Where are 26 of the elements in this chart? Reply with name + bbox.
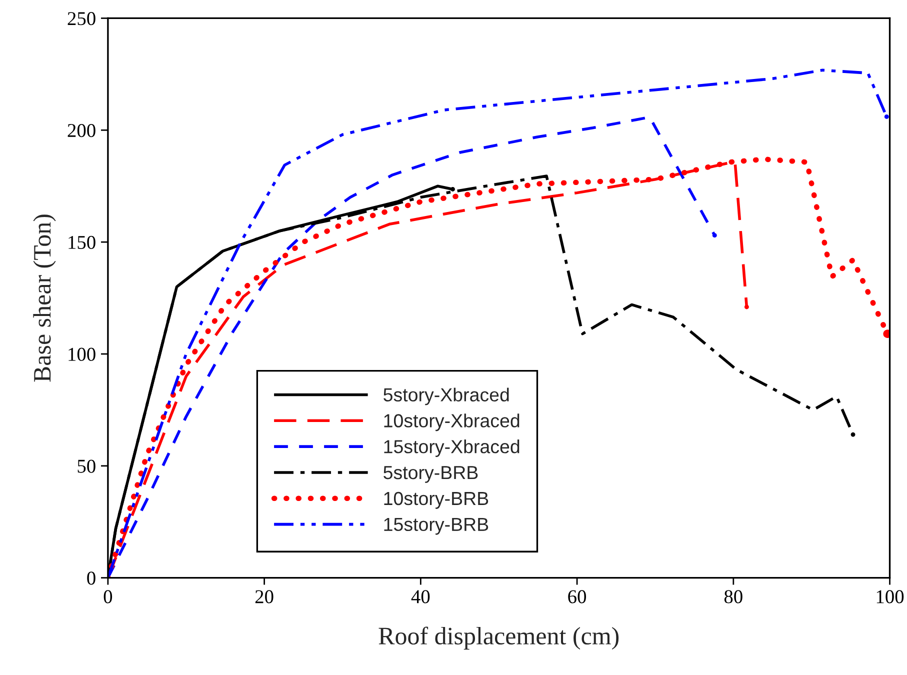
x-tick-label: 60 [568,590,586,604]
legend-label: 15story-BRB [384,518,488,535]
x-tick-label: 100 [876,590,904,604]
point [884,114,889,119]
y-tick-label: 150 [68,236,96,249]
y-tick-label: 100 [68,348,96,361]
point [850,432,856,437]
y-tick-label: 0 [87,572,96,585]
legend-label: 5story-Xbraced [384,388,509,406]
y-axis-title: Base shear (Ton) [33,214,56,382]
point [744,304,749,310]
legend-label: 5story-BRB [384,466,478,483]
x-tick-label: 40 [411,590,430,604]
point [883,330,890,338]
y-tick-label: 250 [68,12,96,26]
x-tick-label: 80 [724,590,742,604]
y-tick-label: 50 [78,460,96,473]
legend-label: 10story-BRB [384,492,488,509]
x-axis-title: Roof displacement (cm) [378,626,619,650]
point [712,233,717,238]
x-tick-label: 0 [104,590,112,604]
legend-label: 10story-Xbraced [384,414,520,432]
y-tick-label: 200 [68,124,96,138]
x-tick-label: 20 [255,590,274,604]
legend-label: 15story-Xbraced [384,440,520,458]
point [450,187,455,192]
